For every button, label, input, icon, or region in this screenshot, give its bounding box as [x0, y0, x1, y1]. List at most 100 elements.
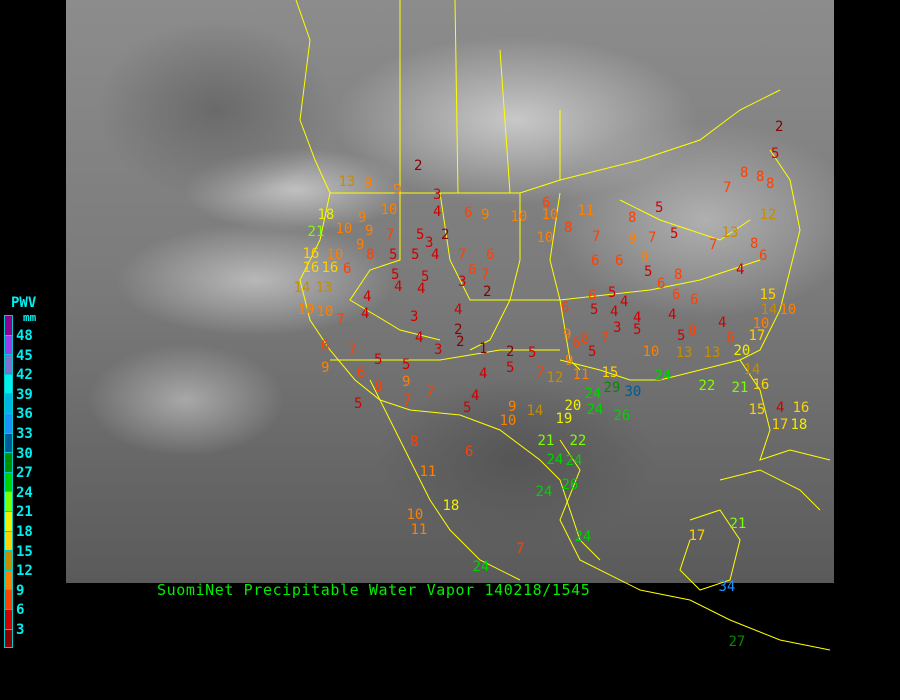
station-pwv-value: 22 — [569, 432, 587, 449]
station-pwv-value: 6 — [343, 260, 352, 277]
station-pwv-value: 2 — [414, 157, 423, 174]
station-pwv-value: 14 — [760, 301, 778, 318]
boundary-line — [299, 192, 601, 561]
station-pwv-value: 14 — [293, 279, 311, 296]
station-pwv-value: 4 — [417, 280, 426, 297]
boundary-line — [499, 49, 511, 194]
station-pwv-value: 10 — [752, 315, 770, 332]
station-pwv-value: 7 — [348, 342, 357, 359]
legend-label: 30 — [16, 445, 33, 462]
boundary-line — [559, 439, 831, 651]
station-pwv-value: 5 — [402, 356, 411, 373]
station-pwv-value: 4 — [620, 293, 629, 310]
station-pwv-value: 2 — [441, 226, 450, 243]
station-pwv-value: 5 — [655, 199, 664, 216]
legend-label: 18 — [16, 524, 33, 540]
station-pwv-value: 6 — [572, 334, 581, 351]
legend-swatch — [4, 491, 13, 511]
station-pwv-value: 3 — [613, 319, 622, 336]
legend-swatch — [4, 373, 13, 394]
legend-label: 42 — [16, 367, 33, 384]
station-pwv-value: 7 — [403, 392, 412, 409]
station-pwv-value: 24 — [472, 558, 490, 575]
station-pwv-value: 5 — [633, 321, 642, 338]
station-pwv-value: 7 — [709, 236, 718, 253]
legend-swatch — [4, 471, 13, 492]
legend-swatch — [4, 550, 13, 570]
station-pwv-value: 18 — [442, 497, 460, 514]
station-pwv-value: 13 — [338, 173, 356, 190]
station-pwv-value: 6 — [468, 261, 477, 278]
station-pwv-value: 6 — [357, 364, 366, 381]
station-pwv-value: 4 — [454, 301, 463, 318]
station-pwv-value: 17 — [688, 527, 706, 544]
station-pwv-value: 26 — [613, 407, 631, 424]
station-pwv-value: 34 — [718, 578, 736, 595]
legend-swatch — [4, 354, 13, 374]
station-pwv-value: 27 — [728, 633, 746, 650]
station-pwv-value: 7 — [458, 246, 467, 263]
station-pwv-value: 2 — [456, 333, 465, 350]
station-pwv-value: 6 — [759, 247, 768, 264]
legend-label: 27 — [16, 465, 33, 482]
boundary-line — [679, 509, 741, 591]
station-pwv-value: 5 — [411, 246, 420, 263]
station-pwv-value: 12 — [546, 369, 564, 386]
legend-label: 6 — [16, 602, 25, 619]
station-pwv-value: 6 — [615, 252, 624, 269]
station-pwv-value: 10 — [536, 229, 554, 246]
station-pwv-value: 10 — [316, 303, 334, 320]
legend-label: 9 — [16, 582, 25, 599]
station-pwv-value: 11 — [572, 366, 590, 383]
station-pwv-value: 24 — [535, 483, 553, 500]
station-pwv-value: 5 — [354, 395, 363, 412]
station-pwv-value: 8 — [688, 322, 697, 339]
station-pwv-value: 21 — [537, 432, 555, 449]
station-pwv-value: 8 — [628, 209, 637, 226]
station-pwv-value: 6 — [561, 299, 570, 316]
station-pwv-value: 13 — [315, 279, 333, 296]
station-pwv-value: 24 — [584, 385, 602, 402]
station-pwv-value: 6 — [321, 337, 330, 354]
station-pwv-value: 11 — [410, 521, 428, 538]
station-pwv-value: 30 — [624, 383, 642, 400]
station-pwv-value: 9 — [565, 352, 574, 369]
station-pwv-value: 4 — [394, 278, 403, 295]
station-pwv-value: 4 — [433, 203, 442, 220]
station-pwv-value: 22 — [698, 377, 716, 394]
station-pwv-value: 5 — [463, 399, 472, 416]
station-pwv-value: 24 — [565, 452, 583, 469]
station-pwv-value: 21 — [731, 379, 749, 396]
station-pwv-value: 8 — [564, 219, 573, 236]
station-pwv-value: 2 — [775, 118, 784, 135]
legend-swatch — [4, 530, 13, 551]
station-pwv-value: 7 — [536, 364, 545, 381]
station-pwv-value: 6 — [672, 286, 681, 303]
station-pwv-value: 4 — [431, 246, 440, 263]
station-pwv-value: 24 — [654, 367, 672, 384]
boundary-line — [295, 0, 331, 194]
station-pwv-value: 4 — [633, 309, 642, 326]
station-pwv-value: 9 — [481, 206, 490, 223]
station-pwv-value: 7 — [601, 329, 610, 346]
legend-color-bar — [4, 315, 13, 649]
station-pwv-value: 6 — [588, 287, 597, 304]
station-pwv-value: 10 — [779, 301, 797, 318]
station-pwv-value: 10 — [380, 201, 398, 218]
station-pwv-value: 5 — [677, 327, 686, 344]
station-pwv-value: 15 — [601, 364, 619, 381]
station-pwv-value: 9 — [640, 249, 649, 266]
station-pwv-value: 9 — [358, 209, 367, 226]
station-pwv-value: 3 — [410, 308, 419, 325]
legend-label: 15 — [16, 543, 33, 560]
legend-title: PWV — [11, 295, 37, 311]
station-pwv-value: 3 — [425, 234, 434, 251]
station-pwv-value: 5 — [771, 145, 780, 162]
station-pwv-value: 5 — [644, 263, 653, 280]
station-pwv-value: 21 — [307, 223, 325, 240]
legend-swatch — [4, 412, 13, 433]
station-pwv-value: 24 — [586, 401, 604, 418]
station-pwv-value: 5 — [389, 246, 398, 263]
station-pwv-value: 9 — [402, 373, 411, 390]
